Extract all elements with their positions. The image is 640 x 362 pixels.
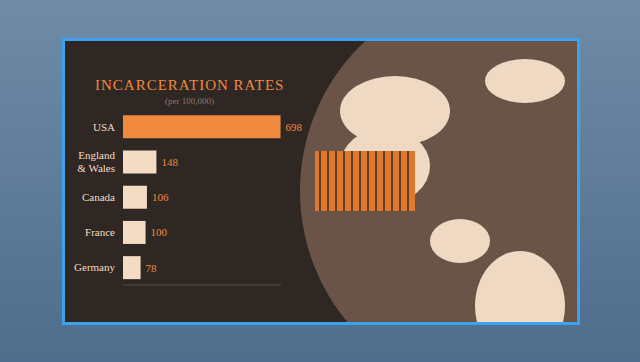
svg-text:England& Wales: England& Wales bbox=[77, 149, 115, 174]
html-text:INCARCERATION RATES: INCARCERATION RATES bbox=[95, 77, 285, 93]
html-text:(per 100,000): (per 100,000) bbox=[165, 96, 214, 106]
svg-text:148: 148 bbox=[161, 156, 178, 168]
svg-text:698: 698 bbox=[286, 121, 303, 133]
svg-text:100: 100 bbox=[151, 226, 168, 238]
svg-text:Germany: Germany bbox=[74, 261, 115, 273]
svg-text:78: 78 bbox=[146, 262, 158, 274]
svg-text:USA: USA bbox=[93, 121, 115, 133]
svg-text:Canada: Canada bbox=[82, 191, 115, 203]
svg-text:106: 106 bbox=[152, 191, 169, 203]
svg-text:France: France bbox=[85, 226, 115, 238]
